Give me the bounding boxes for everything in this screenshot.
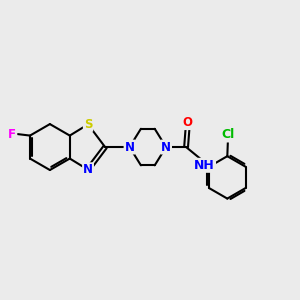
- Text: N: N: [83, 163, 93, 176]
- Text: O: O: [183, 116, 193, 129]
- Text: N: N: [124, 141, 135, 154]
- Text: NH: NH: [194, 159, 215, 172]
- Text: N: N: [161, 141, 171, 154]
- Text: F: F: [8, 128, 16, 141]
- Text: S: S: [84, 118, 92, 131]
- Text: Cl: Cl: [221, 128, 235, 142]
